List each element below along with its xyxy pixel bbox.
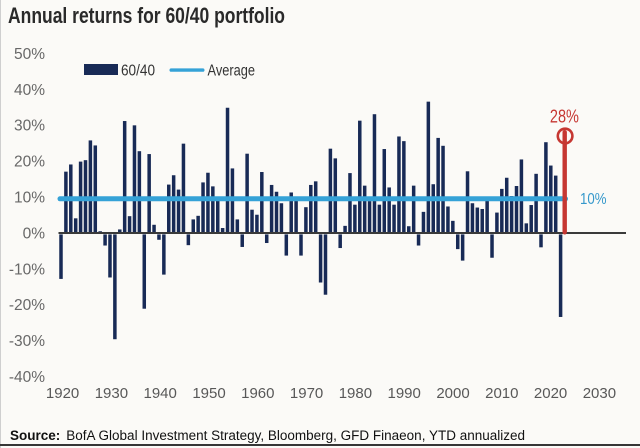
svg-text:40%: 40% [14,82,45,99]
svg-text:20%: 20% [14,154,45,171]
svg-text:-20%: -20% [9,297,45,314]
svg-text:Annual returns for 60/40 portf: Annual returns for 60/40 portfolio [8,3,285,28]
svg-text:1940: 1940 [144,385,177,402]
svg-text:50%: 50% [14,46,45,63]
svg-text:30%: 30% [14,118,45,135]
svg-text:2020: 2020 [534,385,567,402]
svg-text:10%: 10% [580,191,607,208]
svg-text:Average: Average [208,63,256,80]
svg-text:1920: 1920 [46,385,79,402]
svg-text:-30%: -30% [9,333,45,350]
svg-text:Source:BofA Global Investment: Source: BofA Global Investment Strategy, … [10,428,525,443]
svg-text:60/40: 60/40 [121,63,155,80]
svg-text:2000: 2000 [436,385,469,402]
svg-text:1980: 1980 [339,385,372,402]
svg-text:-40%: -40% [9,369,45,386]
svg-text:1950: 1950 [192,385,225,402]
svg-text:-10%: -10% [9,261,45,278]
svg-text:1990: 1990 [388,385,421,402]
svg-text:2010: 2010 [485,385,518,402]
svg-text:0%: 0% [23,225,46,242]
svg-text:1970: 1970 [290,385,323,402]
svg-text:1930: 1930 [95,385,128,402]
svg-text:2030: 2030 [583,385,616,402]
svg-text:1960: 1960 [241,385,274,402]
svg-text:28%: 28% [550,107,579,127]
svg-text:10%: 10% [14,190,45,207]
